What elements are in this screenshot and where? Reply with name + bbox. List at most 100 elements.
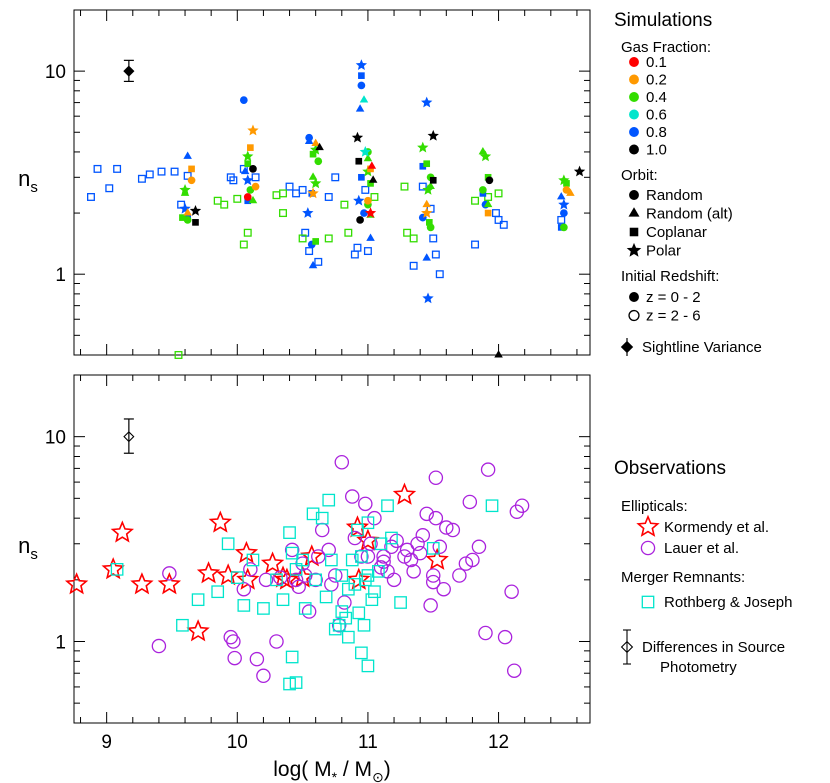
data-point [421, 207, 433, 218]
data-point [494, 215, 503, 224]
data-point [347, 530, 363, 546]
data-point [422, 183, 434, 195]
data-point [334, 455, 350, 470]
data-point [479, 150, 492, 162]
data-point [357, 618, 371, 632]
data-point [239, 96, 248, 104]
legend-redshift-label: z = 0 - 2 [646, 289, 701, 306]
data-point [471, 539, 487, 555]
data-point [331, 173, 340, 182]
data-point [298, 185, 307, 194]
data-point [332, 618, 346, 632]
data-point [422, 199, 431, 208]
y-tick-label: 10 [45, 62, 66, 83]
data-point [351, 131, 364, 143]
error-bar-marker [123, 65, 135, 77]
legend-gas-fraction-label: 0.4 [646, 89, 667, 106]
data-point [213, 196, 222, 205]
data-point [429, 234, 438, 243]
data-point [361, 569, 375, 582]
data-point [331, 618, 347, 633]
data-point [557, 215, 566, 224]
data-point [223, 629, 239, 645]
top-points [87, 59, 586, 359]
data-point [244, 160, 252, 168]
data-point [251, 182, 260, 191]
data-point [358, 72, 365, 79]
data-point [361, 185, 370, 194]
data-point [409, 234, 418, 243]
data-point [367, 161, 377, 169]
data-point [309, 573, 323, 587]
data-point [157, 572, 182, 595]
data-point [560, 209, 568, 217]
data-point [357, 81, 366, 90]
data-point [358, 173, 365, 181]
data-point [257, 602, 270, 615]
data-point [298, 234, 307, 243]
data-point [324, 553, 338, 567]
legend-orbit-marker [628, 207, 640, 217]
data-point [145, 170, 154, 179]
bottom-points [64, 418, 530, 691]
data-point [428, 470, 444, 486]
data-point [415, 528, 431, 543]
data-point [87, 193, 95, 201]
legend-gas-fraction-label: 0.1 [646, 54, 667, 71]
data-point [208, 510, 232, 533]
data-point [372, 565, 385, 578]
data-point [368, 585, 381, 599]
data-point [403, 228, 412, 237]
data-point [279, 209, 287, 218]
data-point [364, 207, 377, 218]
data-point [497, 629, 513, 645]
x-tick-label: 11 [358, 732, 378, 753]
data-point [339, 611, 353, 625]
legend-title-observations: Observations [614, 458, 726, 479]
data-point [353, 243, 362, 252]
data-point [358, 496, 373, 512]
data-point [183, 208, 192, 216]
data-point [247, 124, 259, 136]
data-point [367, 180, 374, 187]
observations-legend: Observations Ellipticals: Kormendy et al… [614, 458, 792, 676]
data-point [110, 563, 124, 576]
data-point [560, 223, 568, 232]
legend-orbit-marker [629, 190, 639, 200]
y-tick-label: 10 [45, 428, 66, 449]
legend-gas-fraction-marker [629, 144, 639, 155]
legend-redshift-marker [628, 309, 640, 322]
legend-elliptical-marker [640, 540, 656, 556]
data-point [233, 194, 242, 203]
data-point [426, 541, 440, 555]
data-point [300, 544, 324, 567]
legend-orbit-label: Coplanar [646, 224, 707, 241]
data-point [229, 176, 238, 185]
data-point [188, 165, 195, 173]
data-point [221, 537, 235, 551]
data-point [291, 579, 306, 595]
data-point [249, 165, 257, 173]
data-point [306, 507, 320, 521]
data-point [423, 598, 438, 613]
data-point [432, 539, 448, 555]
data-point [480, 462, 496, 477]
data-point [151, 638, 167, 654]
data-point [186, 619, 210, 642]
data-point [381, 499, 394, 513]
data-point [412, 545, 428, 561]
data-point [276, 593, 290, 607]
data-point [243, 562, 258, 577]
bottom-plot-frame [73, 374, 591, 724]
legend-source-label-2: Photometry [660, 659, 737, 676]
data-point [183, 151, 192, 159]
data-point [196, 561, 221, 584]
data-point [445, 522, 461, 538]
legend-ellipticals-items: Kormendy et al. Lauer et al. [636, 514, 769, 557]
top-plot-frame [73, 9, 591, 356]
data-point [347, 567, 371, 590]
legend-sightline-marker [620, 340, 634, 354]
data-point [370, 193, 379, 201]
data-point [246, 553, 260, 567]
legend-gas-fraction-marker [629, 127, 639, 137]
